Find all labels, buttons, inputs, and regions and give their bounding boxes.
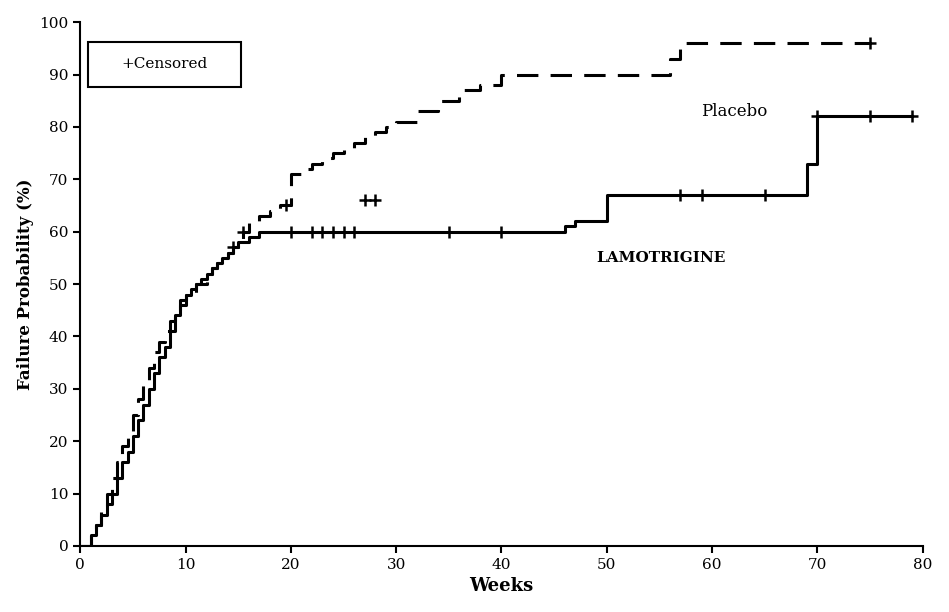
FancyBboxPatch shape (87, 42, 241, 86)
Y-axis label: Failure Probability (%): Failure Probability (%) (17, 178, 33, 390)
Text: +Censored: +Censored (121, 57, 208, 71)
Text: Placebo: Placebo (701, 103, 768, 120)
X-axis label: Weeks: Weeks (470, 577, 533, 595)
Text: LAMOTRIGINE: LAMOTRIGINE (596, 251, 726, 265)
